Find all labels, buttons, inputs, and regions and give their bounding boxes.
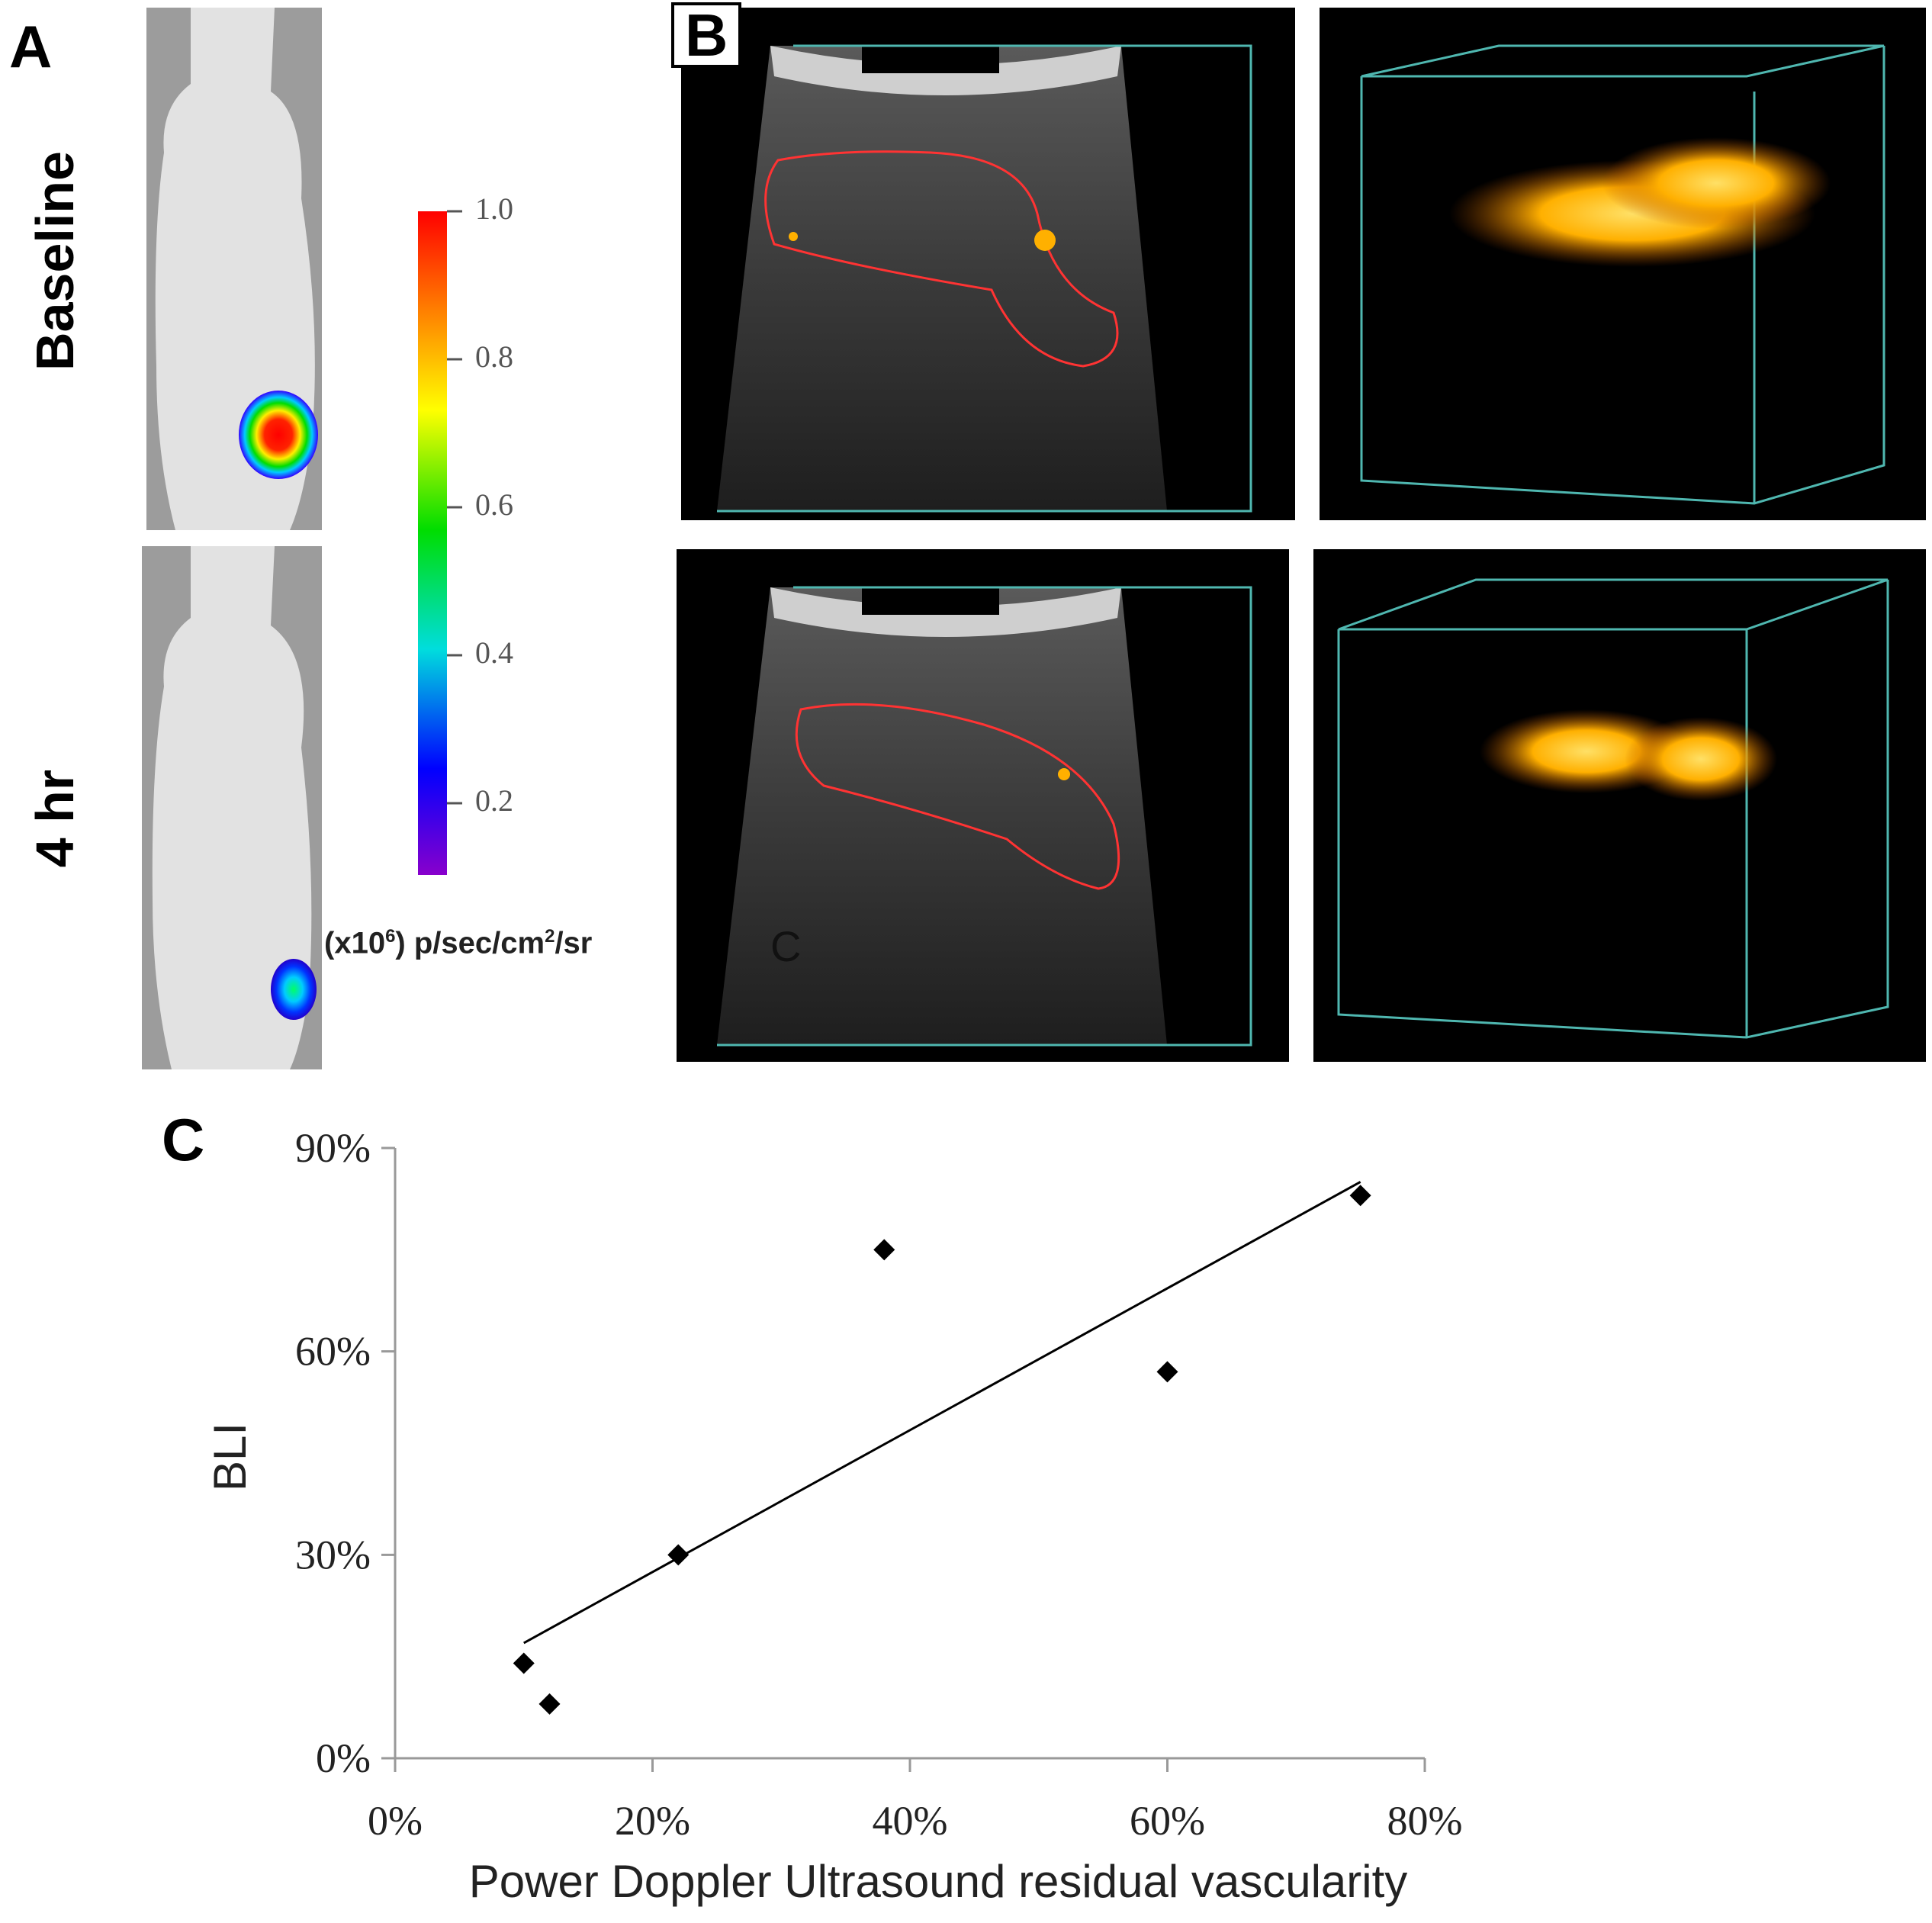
y-tick-label: 90% (295, 1125, 371, 1171)
colorbar-tick-label: 0.2 (475, 783, 513, 818)
panel-c-letter: C (162, 1106, 205, 1173)
colorbar-tick-label: 0.4 (475, 635, 513, 670)
colorbar-tick-label: 0.8 (475, 339, 513, 374)
colorbar-tick-label: 0.6 (475, 487, 513, 522)
mouse-4hr-image (142, 546, 322, 1069)
scatter-point (667, 1544, 690, 1566)
y-tick-label: 60% (295, 1329, 371, 1375)
x-tick-label: 20% (615, 1798, 690, 1844)
y-tick-label: 0% (316, 1735, 371, 1781)
stray-letter-c: C (770, 922, 802, 970)
x-tick-label: 80% (1387, 1798, 1463, 1844)
colorbar-tick-label: 1.0 (475, 191, 513, 226)
x-axis-label: Power Doppler Ultrasound residual vascul… (469, 1856, 1408, 1907)
ultrasound-3d-flow-4hr (1313, 549, 1926, 1062)
x-tick-label: 60% (1130, 1798, 1205, 1844)
colorbar (418, 211, 447, 875)
scatter-point (538, 1693, 561, 1715)
scatter-point (1349, 1185, 1371, 1207)
scatter-point (513, 1652, 535, 1674)
panel-a-letter: A (9, 13, 53, 80)
ultrasound-3d-flow-baseline (1320, 8, 1926, 520)
scatter-point (873, 1239, 895, 1261)
ultrasound-bmode-4hr (677, 549, 1289, 1062)
ultrasound-bmode-baseline (681, 8, 1295, 520)
colorbar-unit-label: (x106) p/sec/cm2/sr (324, 926, 593, 960)
y-axis-label: BLI (204, 1423, 256, 1491)
y-tick-label: 30% (295, 1532, 371, 1577)
panel-b-letter: B (671, 2, 742, 68)
bli-signal-4hr (271, 959, 317, 1020)
x-tick-label: 0% (368, 1798, 423, 1844)
bli-signal-baseline (239, 391, 318, 479)
trendline (523, 1181, 1361, 1645)
colorbar-ticks (447, 210, 462, 805)
scatter-point (1156, 1361, 1178, 1383)
x-tick-label: 40% (873, 1798, 948, 1844)
mouse-baseline-image (146, 8, 322, 530)
